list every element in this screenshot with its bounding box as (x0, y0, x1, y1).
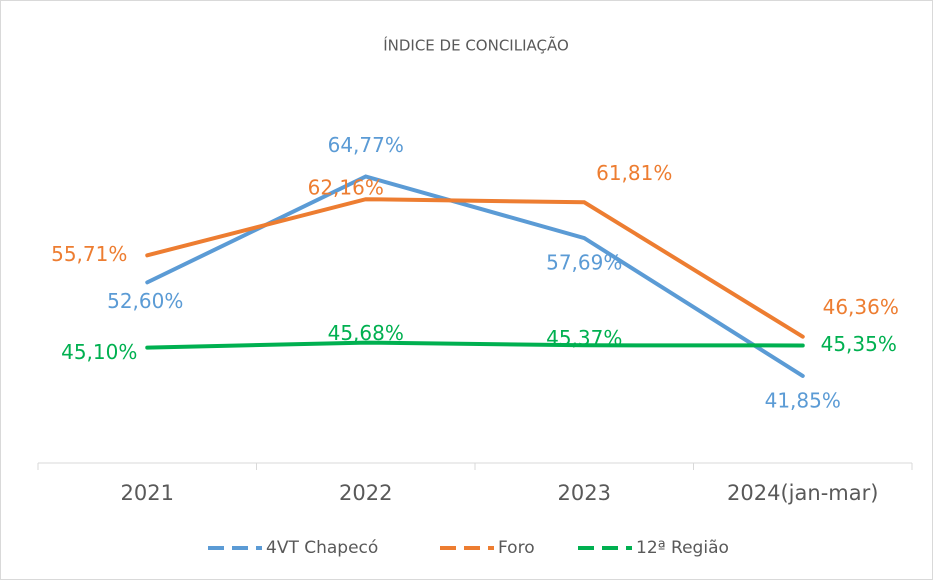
data-label: 61,81% (596, 161, 672, 185)
data-label: 57,69% (546, 251, 622, 275)
legend-label: 12ª Região (636, 538, 729, 558)
data-label: 55,71% (51, 242, 127, 266)
chart-title: ÍNDICE DE CONCILIAÇÃO (383, 36, 569, 55)
x-tick-label: 2023 (558, 481, 611, 505)
x-tick-label: 2021 (121, 481, 174, 505)
x-tick-label: 2022 (339, 481, 392, 505)
data-label: 45,35% (821, 332, 897, 356)
data-label: 46,36% (823, 295, 899, 319)
data-label: 64,77% (328, 133, 404, 157)
data-label: 45,68% (328, 321, 404, 345)
series-line (145, 174, 805, 378)
series-line (145, 197, 805, 339)
series-line (145, 340, 805, 350)
data-label: 62,16% (308, 176, 384, 200)
data-label: 45,10% (61, 340, 137, 364)
x-tick-label: 2024(jan-mar) (727, 481, 878, 505)
legend-label: 4VT Chapecó (266, 538, 378, 558)
data-label: 41,85% (765, 388, 841, 412)
data-label: 52,60% (107, 289, 183, 313)
legend-label: Foro (498, 538, 535, 558)
data-label: 45,37% (546, 326, 622, 350)
